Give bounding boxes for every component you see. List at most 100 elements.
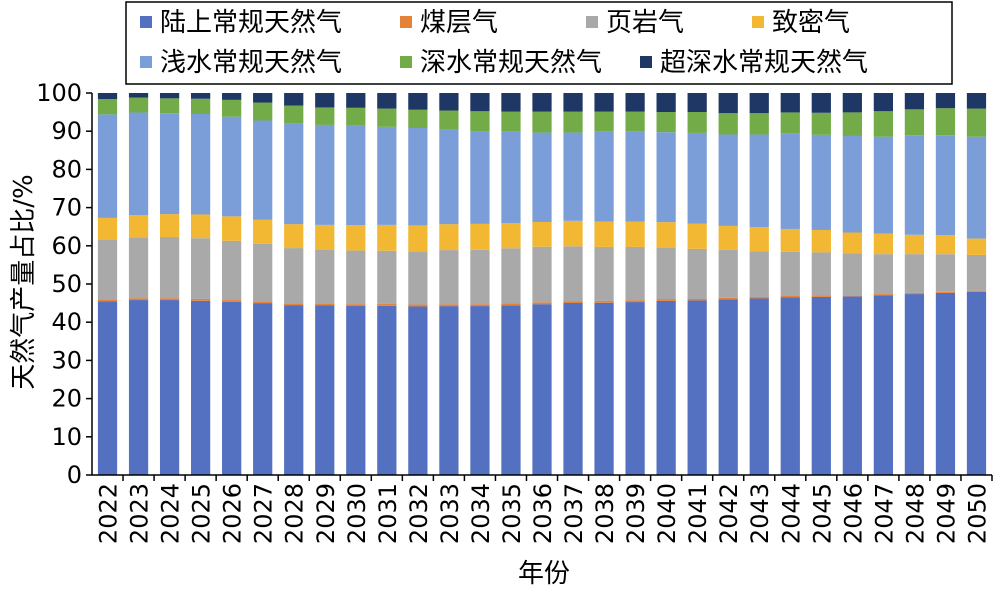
x-tick-label: 2044 — [777, 483, 805, 544]
bar-segment-2043-0 — [749, 298, 769, 475]
legend-swatch — [640, 56, 652, 68]
legend-label: 页岩气 — [606, 8, 684, 38]
bar-stack-2032 — [408, 93, 428, 475]
bar-segment-2046-4 — [842, 135, 862, 233]
x-tick-label: 2032 — [405, 483, 433, 544]
bar-segment-2038-2 — [594, 246, 614, 301]
bar-segment-2044-2 — [780, 251, 800, 296]
bar-segment-2042-0 — [718, 299, 738, 475]
bar-segment-2046-2 — [842, 253, 862, 296]
bar-segment-2027-2 — [253, 243, 273, 302]
bar-segment-2028-2 — [284, 248, 304, 304]
bar-stack-2038 — [594, 93, 614, 475]
bar-segment-2040-4 — [656, 132, 676, 223]
bar-segment-2032-0 — [408, 306, 428, 475]
bar-segment-2044-4 — [780, 133, 800, 229]
bar-segment-2024-4 — [159, 113, 180, 215]
bar-segment-2049-2 — [935, 254, 956, 292]
bar-segment-2024-0 — [159, 300, 180, 475]
bar-segment-2040-2 — [656, 247, 676, 300]
bar-segment-2039-5 — [625, 111, 645, 132]
bar-segment-2034-0 — [470, 306, 490, 475]
bar-segment-2043-2 — [749, 251, 769, 297]
bar-segment-2037-4 — [563, 132, 583, 221]
bar-segment-2034-5 — [470, 111, 490, 132]
x-tick-label: 2040 — [653, 483, 681, 544]
bar-segment-2032-5 — [408, 109, 428, 128]
bar-segment-2043-6 — [749, 93, 769, 114]
bar-segment-2045-3 — [811, 229, 831, 253]
bar-segment-2035-5 — [501, 111, 521, 132]
bar-segment-2023-6 — [128, 93, 149, 98]
bar-stack-2043 — [749, 93, 769, 475]
bar-segment-2040-6 — [656, 93, 676, 113]
bar-segment-2047-5 — [873, 111, 893, 137]
y-tick-label: 80 — [51, 155, 82, 183]
bar-stack-2044 — [780, 93, 800, 475]
bar-segment-2041-4 — [687, 132, 707, 224]
legend-box — [125, 1, 953, 85]
legend-swatch — [400, 16, 412, 28]
bar-segment-2029-4 — [315, 124, 335, 225]
bar-segment-2043-3 — [749, 227, 769, 252]
bar-segment-2029-1 — [315, 303, 335, 306]
bar-segment-2048-1 — [904, 292, 925, 295]
bar-stack-2033 — [439, 93, 459, 475]
bar-segment-2049-3 — [935, 235, 956, 255]
bar-segment-2042-4 — [718, 134, 738, 226]
bar-segment-2025-5 — [191, 98, 211, 115]
bar-segment-2039-1 — [625, 300, 645, 303]
legend-swatch — [140, 56, 152, 68]
bar-stack-2027 — [253, 93, 273, 475]
bar-segment-2030-3 — [346, 225, 366, 251]
bar-segment-2027-4 — [253, 120, 273, 220]
x-tick-label: 2033 — [436, 483, 464, 544]
bar-stack-2047 — [873, 93, 893, 475]
bar-segment-2039-6 — [625, 93, 645, 112]
bar-stack-2046 — [842, 93, 862, 475]
y-tick-label: 100 — [36, 79, 82, 107]
x-tick-label: 2050 — [963, 483, 991, 544]
bar-segment-2031-5 — [377, 108, 397, 127]
x-tick-label: 2027 — [250, 483, 278, 544]
bar-segment-2044-1 — [780, 296, 800, 298]
bar-segment-2048-6 — [904, 93, 925, 110]
bars — [97, 93, 987, 475]
bar-segment-2045-0 — [811, 296, 831, 475]
bar-segment-2029-2 — [315, 249, 335, 304]
x-tick-label: 2048 — [901, 483, 929, 544]
bar-segment-2026-0 — [222, 301, 242, 475]
legend-item-1: 煤层气 — [400, 8, 498, 38]
bar-segment-2048-3 — [904, 234, 925, 255]
x-tick-label: 2041 — [684, 483, 712, 544]
bar-segment-2036-2 — [532, 246, 552, 303]
bar-segment-2023-3 — [128, 215, 149, 238]
bar-segment-2037-5 — [563, 111, 583, 133]
bar-stack-2028 — [284, 93, 304, 475]
bar-segment-2050-5 — [966, 108, 987, 137]
bar-segment-2044-5 — [780, 112, 800, 134]
bar-segment-2050-2 — [966, 254, 987, 291]
y-tick-label: 90 — [51, 117, 82, 145]
x-tick-label: 2022 — [95, 483, 123, 544]
bar-segment-2038-4 — [594, 131, 614, 222]
bar-segment-2044-0 — [780, 297, 800, 475]
x-tick-label: 2045 — [808, 483, 836, 544]
bar-segment-2027-1 — [253, 301, 273, 304]
bar-segment-2045-5 — [811, 112, 831, 135]
bar-segment-2027-3 — [253, 219, 273, 244]
bar-segment-2025-6 — [191, 93, 211, 99]
x-tick-label: 2043 — [746, 483, 774, 544]
bar-segment-2041-6 — [687, 93, 707, 112]
bar-segment-2026-2 — [222, 240, 242, 301]
bar-segment-2036-4 — [532, 132, 552, 222]
bar-segment-2028-1 — [284, 303, 304, 306]
x-tick-label: 2035 — [498, 483, 526, 544]
bar-segment-2049-1 — [935, 291, 956, 293]
bar-segment-2026-1 — [222, 300, 242, 302]
x-tick-label: 2024 — [157, 483, 185, 544]
bar-segment-2025-2 — [191, 238, 211, 299]
x-tick-label: 2026 — [219, 483, 247, 544]
